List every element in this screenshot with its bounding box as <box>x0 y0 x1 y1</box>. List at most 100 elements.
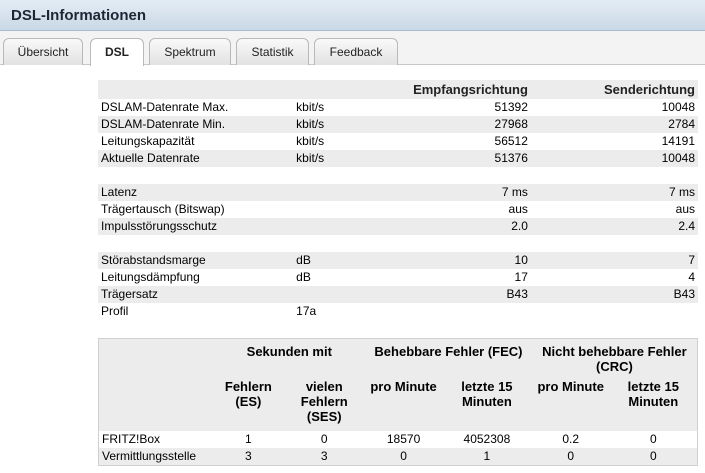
row-label: Leitungsdämpfung <box>101 270 200 284</box>
table-row: Aktuelle Datenrate kbit/s 51376 10048 <box>98 150 698 167</box>
row-empfang-value <box>410 303 531 320</box>
error-group-header-row: Sekunden mit Behebbare Fehler (FEC) Nich… <box>98 338 698 375</box>
row-label: Impulsstörungsschutz <box>98 218 294 235</box>
table-row: Trägertausch (Bitswap) aus aus <box>98 201 698 218</box>
tab-feedback[interactable]: Feedback <box>314 38 398 65</box>
error-subheader-row: Fehlern (ES) vielen Fehlern (SES) pro Mi… <box>98 374 698 431</box>
error-table: Sekunden mit Behebbare Fehler (FEC) Nich… <box>98 338 698 466</box>
header-crc: Nicht behebbare Fehler (CRC) <box>531 338 698 375</box>
row-unit <box>293 184 411 201</box>
table-row: Vermittlungsstelle 3 3 0 1 0 0 <box>98 447 698 465</box>
row-unit <box>293 286 411 303</box>
header-crc-pro-minute: pro Minute <box>531 374 610 431</box>
row-unit: kbit/s <box>296 100 325 114</box>
header-crc-letzte-15: letzte 15 Minuten <box>609 374 698 431</box>
table-row: Trägersatz B43 B43 <box>98 286 698 303</box>
row-unit: kbit/s <box>293 116 411 133</box>
row-value-crc-15: 0 <box>609 447 698 465</box>
row-empfang-value: 51376 <box>410 150 531 167</box>
header-sekunden-mit: Sekunden mit <box>213 338 366 375</box>
row-value-fec-15: 1 <box>441 447 532 465</box>
dsl-info-table: Empfangsrichtung Senderichtung DSLAM-Dat… <box>98 80 698 320</box>
row-empfang-value <box>410 235 531 252</box>
row-sende-value: 7 <box>530 252 698 269</box>
row-sende-value: 14191 <box>661 134 695 148</box>
row-sende-value: 10048 <box>530 150 698 167</box>
table-row: Profil 17a <box>98 303 698 320</box>
row-sende-value: 4 <box>688 270 695 284</box>
table-row: DSLAM-Datenrate Max. kbit/s 51392 10048 <box>98 99 698 116</box>
table-header-row: Empfangsrichtung Senderichtung <box>98 80 698 99</box>
tab-bar: Übersicht DSL Spektrum Statistik Feedbac… <box>0 31 705 66</box>
table-row: FRITZ!Box 1 0 18570 4052308 0.2 0 <box>99 431 698 448</box>
row-value-fec-15: 4052308 <box>463 431 511 446</box>
row-label: DSLAM-Datenrate Max. <box>101 100 229 114</box>
header-fec-letzte-15: letzte 15 Minuten <box>441 374 532 431</box>
row-empfang-value: aus <box>508 202 528 216</box>
row-value-crc-min: 0 <box>531 447 610 465</box>
row-unit: kbit/s <box>293 150 411 167</box>
table-row: Leitungsdämpfung dB 17 4 <box>98 269 698 286</box>
row-sende-value: B43 <box>530 286 698 303</box>
table-row: Leitungskapazität kbit/s 56512 14191 <box>98 133 698 150</box>
header-fec-pro-minute: pro Minute <box>365 374 442 431</box>
row-value-ses: 0 <box>320 431 328 446</box>
table-row: DSLAM-Datenrate Min. kbit/s 27968 2784 <box>98 116 698 133</box>
row-empfang-value: B43 <box>410 286 531 303</box>
row-empfang-value: 2.0 <box>410 218 531 235</box>
tab-statistik[interactable]: Statistik <box>236 38 309 65</box>
row-unit <box>293 235 410 252</box>
row-label: Trägertausch (Bitswap) <box>101 202 225 216</box>
row-sende-value: 2784 <box>530 116 698 133</box>
row-value-fec-min: 0 <box>365 447 442 465</box>
table-row: Impulsstörungsschutz 2.0 2.4 <box>98 218 698 235</box>
row-unit: kbit/s <box>296 134 325 148</box>
row-sende-value: aus <box>675 202 695 216</box>
row-empfang-value: 17 <box>514 270 528 284</box>
row-label: FRITZ!Box <box>102 431 161 446</box>
row-label: Aktuelle Datenrate <box>98 150 294 167</box>
row-unit: dB <box>293 252 411 269</box>
table-row <box>98 167 698 184</box>
tab-spektrum[interactable]: Spektrum <box>149 38 231 65</box>
row-sende-value <box>531 235 698 252</box>
row-value-es: 3 <box>213 447 284 465</box>
row-sende-value <box>531 303 698 320</box>
row-unit <box>293 218 411 235</box>
row-sende-value: 7 ms <box>530 184 698 201</box>
row-label <box>98 167 293 184</box>
row-unit <box>293 167 410 184</box>
table-row <box>98 235 698 252</box>
row-sende-value: 2.4 <box>530 218 698 235</box>
title-bar: DSL-Informationen <box>0 0 705 31</box>
row-sende-value: 10048 <box>661 100 695 114</box>
row-label: Trägersatz <box>98 286 294 303</box>
row-empfang-value: 27968 <box>410 116 531 133</box>
row-label <box>98 235 293 252</box>
tab-uebersicht[interactable]: Übersicht <box>3 38 83 65</box>
row-value-crc-15: 0 <box>649 431 657 446</box>
row-label: Profil <box>101 304 129 318</box>
row-empfang-value <box>410 167 531 184</box>
header-senderichtung: Senderichtung <box>530 80 698 99</box>
row-unit: 17a <box>296 304 317 318</box>
row-label: Leitungskapazität <box>101 134 195 148</box>
table-row: Störabstandsmarge dB 10 7 <box>98 252 698 269</box>
row-empfang-value: 10 <box>410 252 531 269</box>
header-es: Fehlern (ES) <box>213 374 284 431</box>
row-value-ses: 3 <box>283 447 366 465</box>
table-row: Latenz 7 ms 7 ms <box>98 184 698 201</box>
header-ses: vielen Fehlern (SES) <box>283 374 366 431</box>
row-label: Störabstandsmarge <box>98 252 294 269</box>
tab-dsl[interactable]: DSL <box>90 38 144 66</box>
row-empfang-value: 51392 <box>494 100 528 114</box>
row-value-crc-min: 0.2 <box>562 431 580 446</box>
row-sende-value <box>531 167 698 184</box>
page-title: DSL-Informationen <box>11 7 146 24</box>
row-unit <box>293 201 410 218</box>
row-value-es: 1 <box>245 431 252 446</box>
header-empfangsrichtung: Empfangsrichtung <box>410 80 531 99</box>
row-label: DSLAM-Datenrate Min. <box>98 116 294 133</box>
row-unit: dB <box>296 270 311 284</box>
dsl-content: Empfangsrichtung Senderichtung DSLAM-Dat… <box>0 65 705 473</box>
